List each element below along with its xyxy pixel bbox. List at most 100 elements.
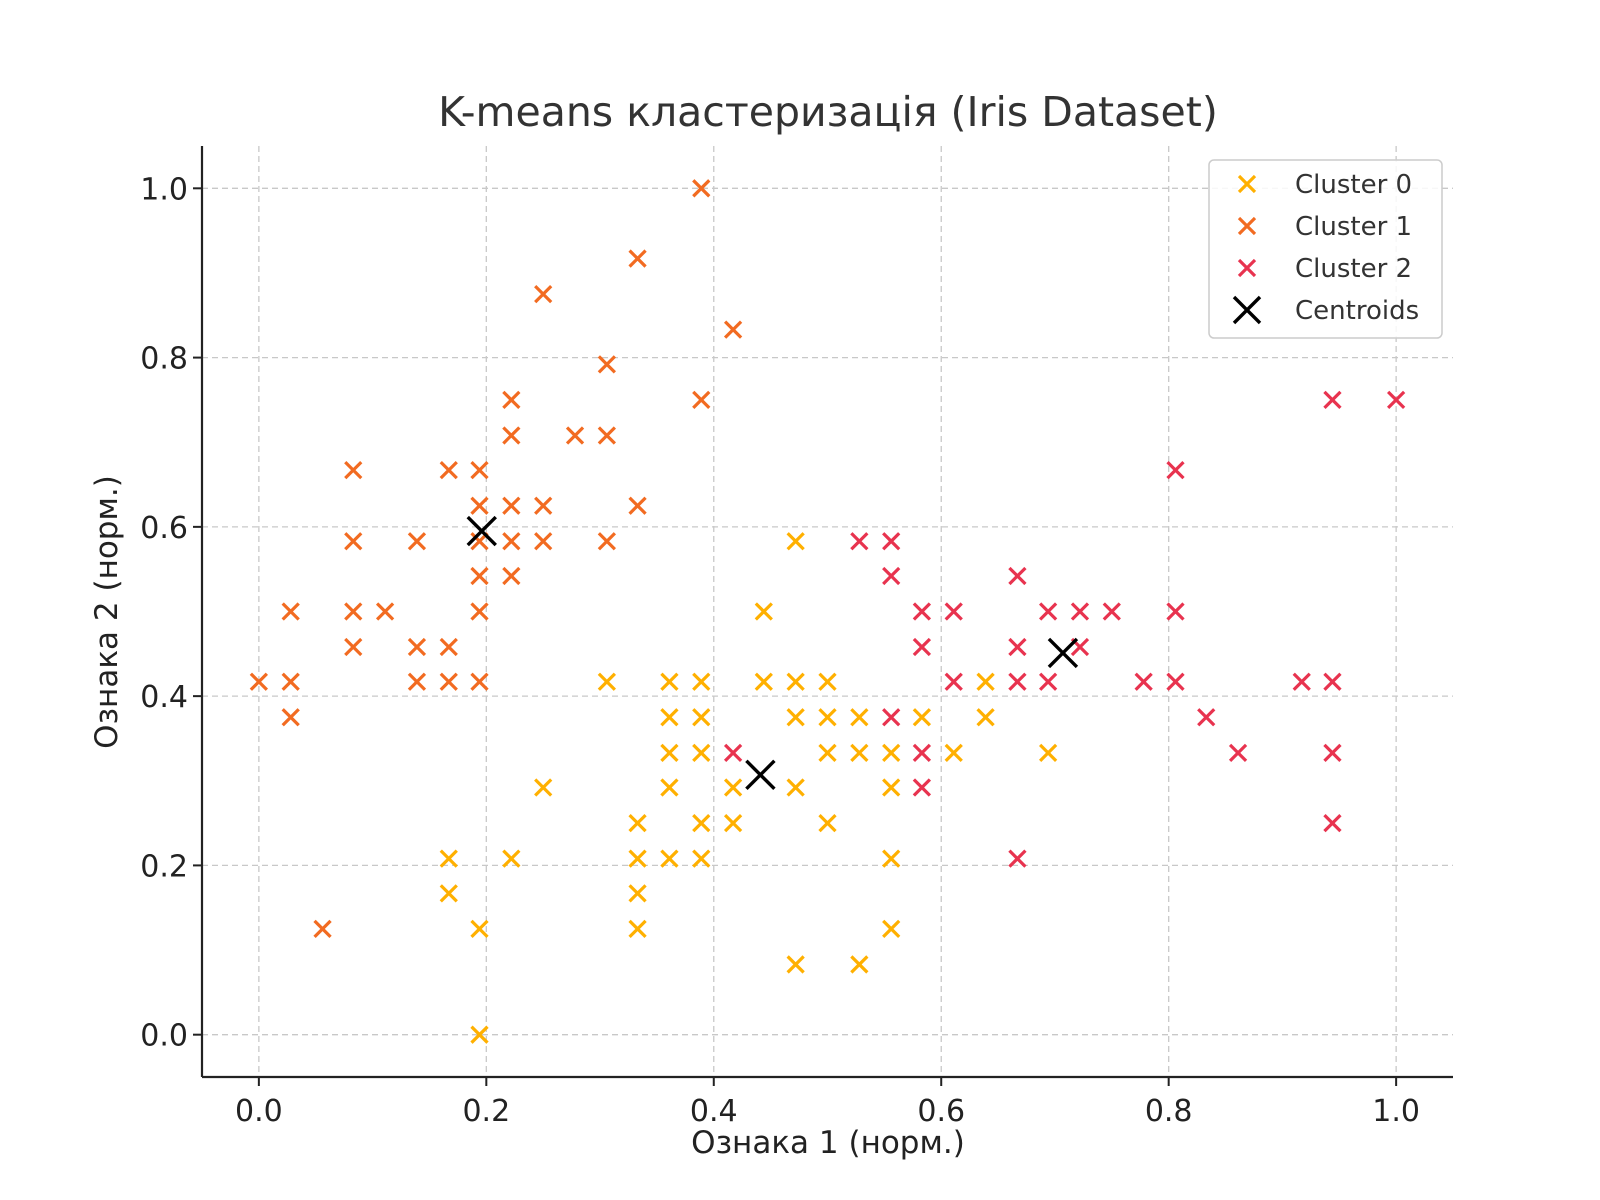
data-point xyxy=(1008,672,1027,691)
axes xyxy=(200,146,1453,1079)
data-point xyxy=(882,743,901,762)
data-point xyxy=(1292,672,1311,691)
data-point xyxy=(850,532,869,551)
data-point xyxy=(344,602,363,621)
data-point xyxy=(1038,672,1058,691)
legend-label: Cluster 0 xyxy=(1295,170,1412,200)
data-point xyxy=(660,778,679,797)
data-point xyxy=(1038,743,1058,762)
legend-label: Cluster 1 xyxy=(1295,212,1412,242)
data-point xyxy=(1228,743,1248,762)
legend-marker xyxy=(1237,216,1257,236)
data-point xyxy=(439,461,458,480)
data-point xyxy=(850,708,869,727)
data-point xyxy=(249,672,268,691)
data-point xyxy=(912,637,932,657)
data-point xyxy=(912,602,932,621)
data-point xyxy=(344,637,363,657)
data-point xyxy=(597,426,617,445)
data-point xyxy=(565,426,585,445)
data-point xyxy=(882,532,901,551)
data-point xyxy=(1323,743,1342,762)
data-point xyxy=(1197,708,1216,727)
x-tick-label: 0.6 xyxy=(917,1094,965,1129)
data-point xyxy=(818,708,837,727)
data-point xyxy=(628,813,647,833)
data-point xyxy=(660,743,679,762)
data-point xyxy=(470,461,489,480)
data-point xyxy=(912,778,932,797)
data-point xyxy=(1387,390,1406,410)
tick-labels: 0.0 0.2 0.4 0.6 0.8 1.0 0.0 0.2 0.4 0.6 0.8 1.0 xyxy=(140,172,1420,1129)
data-point xyxy=(912,743,932,762)
data-point xyxy=(786,708,805,727)
legend-marker xyxy=(1237,174,1257,194)
x-tick-label: 0.8 xyxy=(1145,1094,1193,1129)
legend-marker xyxy=(1232,295,1262,325)
data-point xyxy=(723,813,743,833)
legend-label: Cluster 2 xyxy=(1295,254,1412,284)
x-tick-label: 1.0 xyxy=(1372,1094,1420,1129)
data-point xyxy=(439,884,458,903)
legend-frame xyxy=(1208,159,1443,339)
data-point xyxy=(1038,602,1058,621)
data-point xyxy=(344,532,363,551)
series-1 xyxy=(249,179,743,939)
data-point xyxy=(723,320,743,339)
data-point xyxy=(281,672,300,691)
data-point xyxy=(850,743,869,762)
data-point xyxy=(1102,602,1121,621)
data-point xyxy=(723,743,743,762)
data-point xyxy=(786,778,805,797)
legend-label: Centroids xyxy=(1295,296,1419,326)
data-points xyxy=(249,179,1406,1044)
data-point xyxy=(818,813,837,833)
y-tick-label: 0.2 xyxy=(140,849,188,884)
data-point xyxy=(439,849,458,868)
data-point xyxy=(628,919,647,939)
data-point xyxy=(1166,602,1185,621)
data-point xyxy=(723,778,743,797)
y-tick-label: 0.8 xyxy=(140,342,188,377)
centroid-points xyxy=(466,515,1079,791)
data-point xyxy=(407,637,427,657)
data-point xyxy=(882,849,901,868)
data-point xyxy=(281,602,300,621)
data-point xyxy=(786,672,805,691)
data-point xyxy=(375,602,395,621)
data-point xyxy=(882,566,901,586)
y-tick-label: 0.0 xyxy=(140,1019,188,1054)
data-point xyxy=(534,284,553,304)
y-tick-label: 1.0 xyxy=(140,172,188,207)
data-point xyxy=(407,672,427,691)
centroid-point xyxy=(466,515,497,547)
data-point xyxy=(882,708,901,727)
data-point xyxy=(502,566,521,586)
chart-title: K-means кластеризація (Iris Dataset) xyxy=(438,88,1218,136)
data-point xyxy=(628,249,647,268)
data-point xyxy=(850,955,869,974)
data-point xyxy=(470,602,489,621)
data-point xyxy=(628,884,647,903)
data-point xyxy=(502,426,521,445)
data-point xyxy=(1323,390,1342,410)
data-point xyxy=(944,743,963,762)
data-point xyxy=(502,849,521,868)
data-point xyxy=(1323,672,1342,691)
data-point xyxy=(692,179,711,198)
legend-marker xyxy=(1237,258,1257,278)
data-point xyxy=(407,532,427,551)
data-point xyxy=(754,602,773,621)
data-point xyxy=(502,532,521,551)
data-point xyxy=(534,532,553,551)
centroid-point xyxy=(745,759,776,791)
data-point xyxy=(818,743,837,762)
data-point xyxy=(597,532,617,551)
data-point xyxy=(692,708,711,727)
data-point xyxy=(692,849,711,868)
data-point xyxy=(818,672,837,691)
x-tick-label: 0.0 xyxy=(235,1094,283,1129)
data-point xyxy=(597,355,617,374)
data-point xyxy=(281,708,300,727)
